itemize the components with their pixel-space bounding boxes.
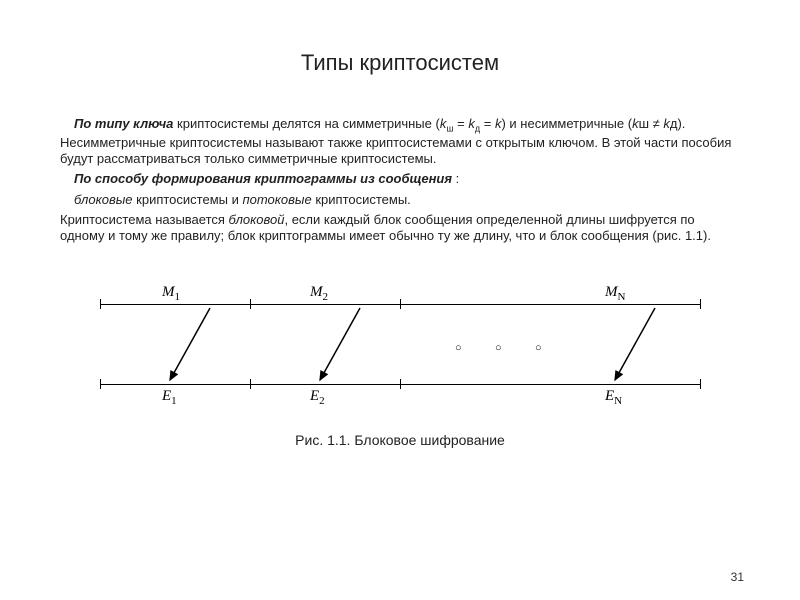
p2-lead: По способу формирования криптограммы из … [74,171,452,186]
paragraph-3: блоковые криптосистемы и потоковые крипт… [60,192,740,208]
paragraph-2: По способу формирования криптограммы из … [60,171,740,187]
paragraph-4: Криптосистема называется блоковой, если … [60,212,740,245]
page-number: 31 [731,570,744,584]
diagram-tick [700,299,701,309]
paragraph-1: По типу ключа криптосистемы делятся на с… [60,116,740,167]
block-cipher-diagram: M1M2MNE1E2EN○○○ [100,284,700,404]
page-title: Типы криптосистем [60,50,740,76]
diagram-arrows [100,284,700,404]
figure-caption: Рис. 1.1. Блоковое шифрование [60,432,740,448]
diagram-tick [700,379,701,389]
p1-lead: По типу ключа [74,116,173,131]
